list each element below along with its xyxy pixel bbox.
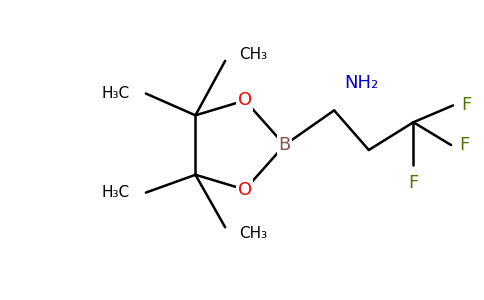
Text: NH₂: NH₂: [344, 74, 378, 92]
Text: F: F: [461, 96, 471, 114]
Text: F: F: [459, 136, 469, 154]
Text: H₃C: H₃C: [102, 86, 130, 101]
Text: O: O: [238, 92, 252, 110]
Text: F: F: [408, 174, 419, 192]
Text: CH₃: CH₃: [239, 226, 267, 241]
Text: H₃C: H₃C: [102, 185, 130, 200]
Text: CH₃: CH₃: [239, 47, 267, 62]
Text: O: O: [238, 181, 252, 199]
Text: B: B: [278, 136, 291, 154]
